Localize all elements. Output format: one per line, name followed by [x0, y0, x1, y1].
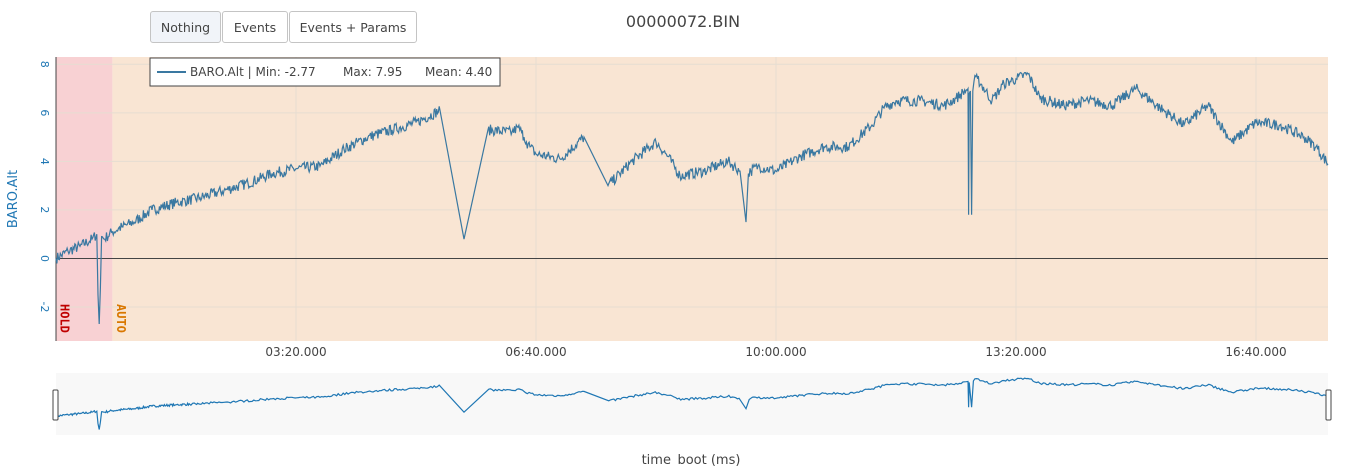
- x-tick-label: 06:40.000: [505, 345, 566, 359]
- mode-label-auto: AUTO: [114, 304, 128, 333]
- range-slider-left-handle[interactable]: [52, 389, 59, 421]
- range-slider-line: [55, 377, 1328, 430]
- y-tick-label: 8: [38, 61, 51, 68]
- mode-label-hold: HOLD: [58, 304, 72, 333]
- x-tick-label: 16:40.000: [1225, 345, 1286, 359]
- legend-series-label: BARO.Alt | Min: -2.77: [190, 65, 316, 79]
- events-button[interactable]: Events: [222, 11, 288, 43]
- x-axis-label: time_boot (ms): [642, 453, 741, 466]
- range-slider-right-handle[interactable]: [1325, 389, 1332, 421]
- chart-title: 00000072.BIN: [625, 12, 741, 31]
- y-axis-label: BARO.Alt: [6, 170, 21, 228]
- y-tick-label: 2: [38, 206, 51, 213]
- nothing-button[interactable]: Nothing: [150, 11, 221, 43]
- mode-band-hold: [56, 57, 113, 341]
- y-tick-label: 4: [38, 158, 51, 165]
- y-tick-label: -2: [38, 302, 51, 313]
- events-params-button[interactable]: Events + Params: [289, 11, 417, 43]
- x-tick-label: 03:20.000: [265, 345, 326, 359]
- x-tick-label: 13:20.000: [985, 345, 1046, 359]
- legend-mean-label: Mean: 4.40: [425, 65, 492, 79]
- series-line-baro-alt[interactable]: [55, 71, 1329, 325]
- mode-band-auto: [112, 57, 1328, 341]
- legend-max-label: Max: 7.95: [343, 65, 402, 79]
- y-tick-label: 6: [38, 109, 51, 116]
- y-tick-label: 0: [38, 255, 51, 262]
- range-slider[interactable]: [56, 373, 1328, 435]
- x-tick-label: 10:00.000: [745, 345, 806, 359]
- legend: BARO.Alt | Min: -2.77 Max: 7.95 Mean: 4.…: [149, 57, 501, 87]
